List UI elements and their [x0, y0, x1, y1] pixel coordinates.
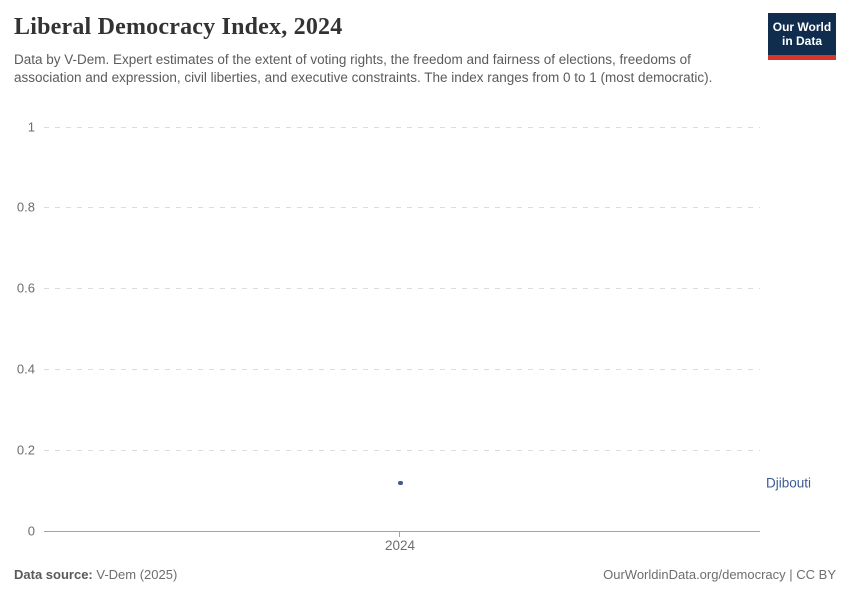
y-axis-tick-label: 0.4 [16, 361, 35, 377]
x-axis-tick-label: 2024 [384, 538, 416, 553]
owid-logo-line2: in Data [781, 34, 822, 49]
gridline: 0.4 [17, 362, 760, 377]
data-source-label: Data source: [14, 567, 93, 582]
y-axis-tick-label: 0.8 [16, 199, 35, 215]
gridline: 0.6 [17, 281, 760, 296]
gridline: 1 [28, 119, 760, 134]
gridline: 0.8 [17, 200, 760, 215]
chart-footer: Data source: V-Dem (2025) OurWorldinData… [14, 567, 836, 582]
gridline: 0.2 [17, 443, 760, 458]
x-axis-line: 0 [28, 524, 760, 539]
y-axis-tick-label: 0.2 [16, 442, 35, 458]
entity-label-djibouti[interactable]: Djibouti [766, 475, 812, 491]
x-axis-tick-mark [399, 531, 400, 537]
data-point-djibouti[interactable] [398, 480, 403, 486]
data-source-value: V-Dem (2025) [96, 567, 178, 582]
page-title: Liberal Democracy Index, 2024 [14, 14, 343, 40]
chart-subtitle: Data by V-Dem. Expert estimates of the e… [14, 52, 713, 85]
owid-logo-line1: Our World [772, 20, 832, 34]
owid-logo[interactable]: Our World in Data [768, 13, 836, 60]
data-source: Data source: V-Dem (2025) [14, 567, 177, 582]
y-axis-tick-label: 0.6 [16, 280, 35, 296]
y-axis-tick-label: 0 [27, 523, 35, 539]
y-axis-tick-label: 1 [27, 119, 35, 134]
license-link[interactable]: OurWorldinData.org/democracy | CC BY [603, 567, 836, 582]
